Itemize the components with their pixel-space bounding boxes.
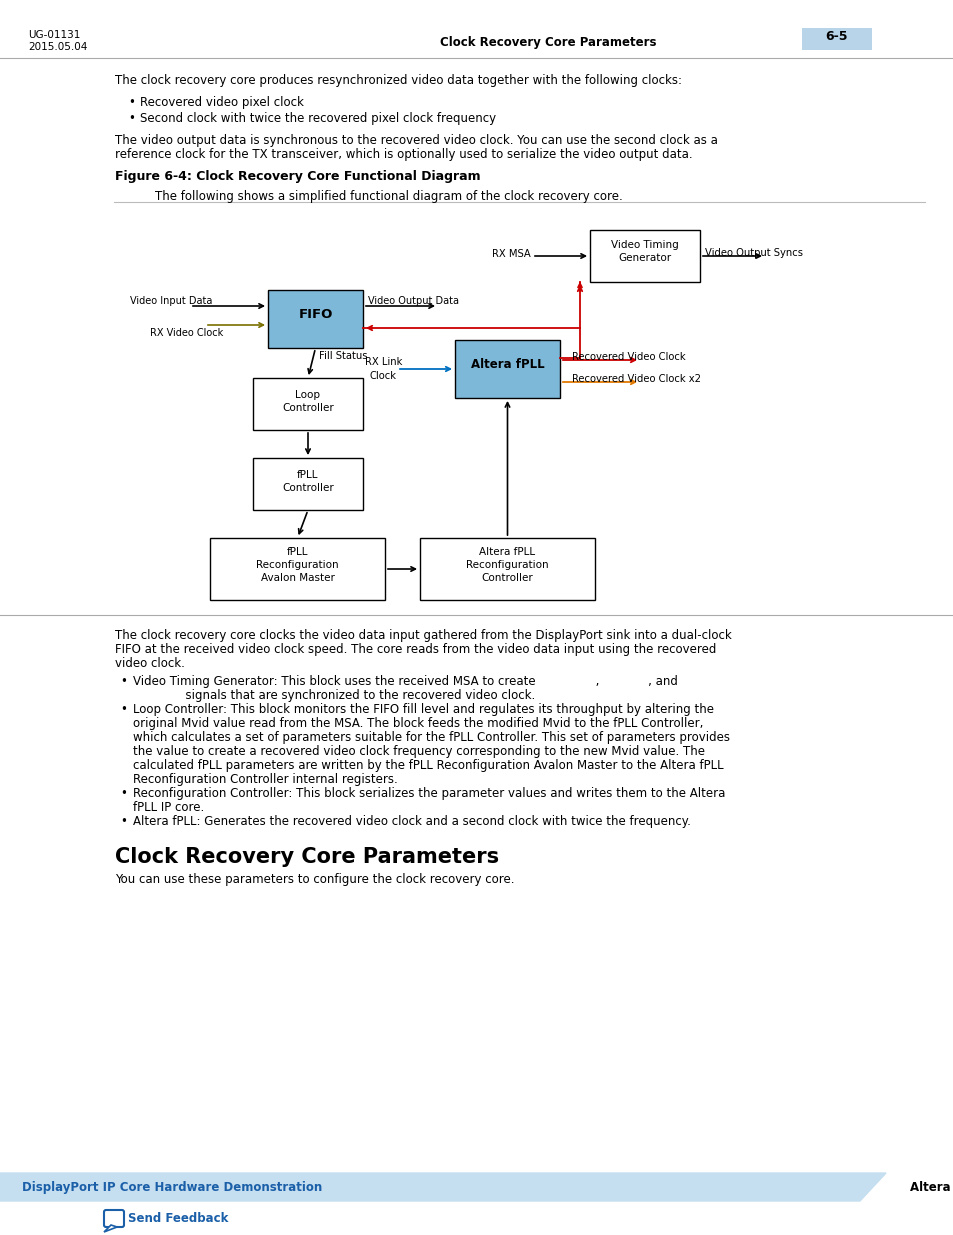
Text: video clock.: video clock. — [115, 657, 185, 671]
Text: 2015.05.04: 2015.05.04 — [28, 42, 88, 52]
Text: Recovered Video Clock: Recovered Video Clock — [572, 352, 685, 362]
Text: Recovered video pixel clock: Recovered video pixel clock — [140, 96, 304, 109]
Text: Altera fPLL: Altera fPLL — [470, 357, 544, 370]
Text: Controller: Controller — [282, 403, 334, 412]
Text: original Mvid value read from the MSA. The block feeds the modified Mvid to the : original Mvid value read from the MSA. T… — [132, 718, 702, 730]
Bar — [455, 340, 559, 398]
Text: The video output data is synchronous to the recovered video clock. You can use t: The video output data is synchronous to … — [115, 135, 717, 147]
Text: Send Feedback: Send Feedback — [128, 1212, 228, 1224]
Text: Reconfiguration: Reconfiguration — [466, 559, 548, 571]
Text: Clock Recovery Core Parameters: Clock Recovery Core Parameters — [115, 847, 498, 867]
Text: Loop: Loop — [295, 390, 320, 400]
Text: RX Video Clock: RX Video Clock — [150, 329, 223, 338]
Text: FIFO: FIFO — [298, 308, 333, 321]
Bar — [253, 378, 363, 430]
Bar — [210, 538, 385, 600]
Text: The clock recovery core clocks the video data input gathered from the DisplayPor: The clock recovery core clocks the video… — [115, 629, 731, 642]
Polygon shape — [104, 1225, 117, 1233]
Text: Video Timing: Video Timing — [611, 240, 679, 249]
Text: Generator: Generator — [618, 253, 671, 263]
Bar — [801, 28, 871, 49]
Text: fPLL: fPLL — [287, 547, 308, 557]
Text: DisplayPort IP Core Hardware Demonstration: DisplayPort IP Core Hardware Demonstrati… — [22, 1181, 322, 1194]
Polygon shape — [0, 1173, 885, 1200]
FancyBboxPatch shape — [104, 1210, 124, 1228]
Text: Second clock with twice the recovered pixel clock frequency: Second clock with twice the recovered pi… — [140, 112, 496, 125]
Bar — [419, 538, 595, 600]
Text: UG-01131: UG-01131 — [28, 30, 80, 40]
Text: Video Output Data: Video Output Data — [368, 296, 458, 306]
Text: •: • — [120, 676, 127, 688]
Text: Altera Corporation: Altera Corporation — [909, 1181, 953, 1194]
Bar — [253, 458, 363, 510]
Text: You can use these parameters to configure the clock recovery core.: You can use these parameters to configur… — [115, 873, 514, 885]
Text: •: • — [120, 787, 127, 800]
Text: •: • — [120, 815, 127, 827]
Text: •: • — [128, 112, 134, 125]
Text: Video Output Syncs: Video Output Syncs — [704, 248, 802, 258]
Text: Fill Status: Fill Status — [319, 351, 368, 361]
Text: which calculates a set of parameters suitable for the fPLL Controller. This set : which calculates a set of parameters sui… — [132, 731, 729, 743]
Text: Clock: Clock — [370, 370, 396, 382]
Text: The following shows a simplified functional diagram of the clock recovery core.: The following shows a simplified functio… — [154, 190, 622, 203]
Text: fPLL: fPLL — [297, 471, 318, 480]
Text: calculated fPLL parameters are written by the fPLL Reconfiguration Avalon Master: calculated fPLL parameters are written b… — [132, 760, 723, 772]
Text: Altera fPLL: Generates the recovered video clock and a second clock with twice t: Altera fPLL: Generates the recovered vid… — [132, 815, 690, 827]
Text: Reconfiguration Controller internal registers.: Reconfiguration Controller internal regi… — [132, 773, 397, 785]
Text: Controller: Controller — [481, 573, 533, 583]
Text: Loop Controller: This block monitors the FIFO fill level and regulates its throu: Loop Controller: This block monitors the… — [132, 703, 713, 716]
Text: Video Input Data: Video Input Data — [130, 296, 213, 306]
Text: 6-5: 6-5 — [825, 30, 847, 43]
Text: Altera fPLL: Altera fPLL — [479, 547, 535, 557]
Text: Clock Recovery Core Parameters: Clock Recovery Core Parameters — [439, 36, 656, 49]
Text: the value to create a recovered video clock frequency corresponding to the new M: the value to create a recovered video cl… — [132, 745, 704, 758]
Text: Recovered Video Clock x2: Recovered Video Clock x2 — [572, 374, 700, 384]
Text: Reconfiguration: Reconfiguration — [256, 559, 338, 571]
Text: Reconfiguration Controller: This block serializes the parameter values and write: Reconfiguration Controller: This block s… — [132, 787, 724, 800]
Text: RX Link: RX Link — [365, 357, 402, 367]
Text: RX MSA: RX MSA — [492, 249, 530, 259]
Text: fPLL IP core.: fPLL IP core. — [132, 802, 204, 814]
Text: •: • — [128, 96, 134, 109]
Text: •: • — [120, 703, 127, 716]
Text: Controller: Controller — [282, 483, 334, 493]
Text: Figure 6-4: Clock Recovery Core Functional Diagram: Figure 6-4: Clock Recovery Core Function… — [115, 170, 480, 183]
Text: reference clock for the TX transceiver, which is optionally used to serialize th: reference clock for the TX transceiver, … — [115, 148, 692, 161]
Text: The clock recovery core produces resynchronized video data together with the fol: The clock recovery core produces resynch… — [115, 74, 681, 86]
Text: signals that are synchronized to the recovered video clock.: signals that are synchronized to the rec… — [132, 689, 535, 701]
Text: Avalon Master: Avalon Master — [260, 573, 335, 583]
Bar — [0, 0, 953, 58]
Text: Video Timing Generator: This block uses the received MSA to create              : Video Timing Generator: This block uses … — [132, 676, 678, 688]
Text: FIFO at the received video clock speed. The core reads from the video data input: FIFO at the received video clock speed. … — [115, 643, 716, 656]
Bar — [268, 290, 363, 348]
Bar — [589, 230, 700, 282]
